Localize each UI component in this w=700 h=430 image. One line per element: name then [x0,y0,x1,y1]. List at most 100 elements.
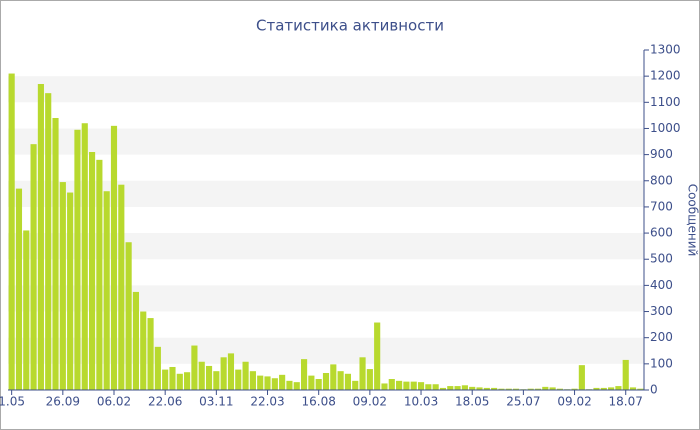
grid-band [8,233,644,260]
bar [476,387,483,390]
bar [30,144,37,390]
x-tick-label: 18.07 [609,395,643,409]
bar [439,387,447,390]
bar [242,361,249,390]
y-tick-label: 700 [650,199,673,213]
bar [162,369,169,390]
bar [52,118,59,390]
bar [96,159,103,390]
bar [337,371,344,390]
y-tick-label: 900 [650,147,673,161]
bar [549,387,556,390]
bar [556,388,564,390]
bar [403,381,410,390]
bar [140,311,147,390]
bar [154,346,161,390]
y-tick-label: 0 [650,383,658,397]
bar [235,369,242,390]
bar [330,364,337,390]
bar [227,353,235,390]
bar [132,291,140,390]
bar [23,230,30,390]
bar [118,184,125,390]
grid-band [8,128,644,155]
grid-band [8,76,644,103]
bar [147,318,154,390]
bar [257,375,264,390]
bar [396,380,403,390]
y-tick-label: 1300 [650,43,681,57]
bar [300,359,308,390]
y-tick-label: 800 [650,173,673,187]
bar [447,386,454,390]
bar [608,387,615,390]
x-tick-label: 25.07 [506,395,540,409]
bar [67,192,74,390]
bar [542,386,549,390]
bar [527,388,534,390]
bar [59,182,66,390]
bar [271,378,278,390]
bar [293,382,300,390]
bar [308,375,315,390]
bar [374,322,381,390]
bar [600,387,607,390]
bar [315,379,322,390]
bar [483,387,490,390]
bar [110,125,118,390]
bar [454,386,461,390]
bar [286,380,293,390]
bar [322,373,330,390]
y-tick-label: 1200 [650,69,681,83]
bar [220,357,227,390]
bar [359,357,366,390]
bar [125,242,132,390]
bar [198,361,205,390]
bar [410,381,417,390]
bar [578,365,585,390]
bar [74,129,81,390]
x-tick-label: 09.02 [353,395,387,409]
grid-band [8,285,644,312]
bar [103,191,110,390]
y-tick-label: 300 [650,304,673,318]
bar [505,388,512,390]
x-tick-label: 09.02 [557,395,591,409]
bar [491,387,498,390]
y-tick-label: 1000 [650,121,681,135]
x-tick-label: 1.05 [0,395,25,409]
y-tick-label: 500 [650,252,673,266]
bar [637,388,644,390]
x-tick-label: 06.02 [97,395,131,409]
x-tick-label: 03.11 [199,395,233,409]
bar [593,387,600,390]
bar [534,388,542,390]
chart-title: Статистика активности [256,17,444,35]
bar [279,374,286,390]
y-tick-label: 1100 [650,95,681,109]
bar [344,373,352,390]
bar [622,359,629,390]
bar [571,388,578,390]
y-tick-label: 600 [650,226,673,240]
bar [498,388,505,390]
bar [15,188,23,390]
x-tick-label: 18.05 [455,395,489,409]
bar [388,379,395,390]
bar [381,383,388,390]
bar [191,345,198,390]
bar [425,384,432,390]
bar [45,93,52,391]
grid-band [8,180,644,207]
x-tick-label: 22.06 [148,395,182,409]
x-tick-label: 26.09 [46,395,80,409]
x-tick-label: 22.03 [250,395,284,409]
bar [249,371,256,390]
bar [213,371,220,390]
x-tick-label: 10.03 [404,395,438,409]
bar [88,152,96,390]
bar [169,366,176,390]
bar [417,382,425,390]
bar [512,388,520,390]
